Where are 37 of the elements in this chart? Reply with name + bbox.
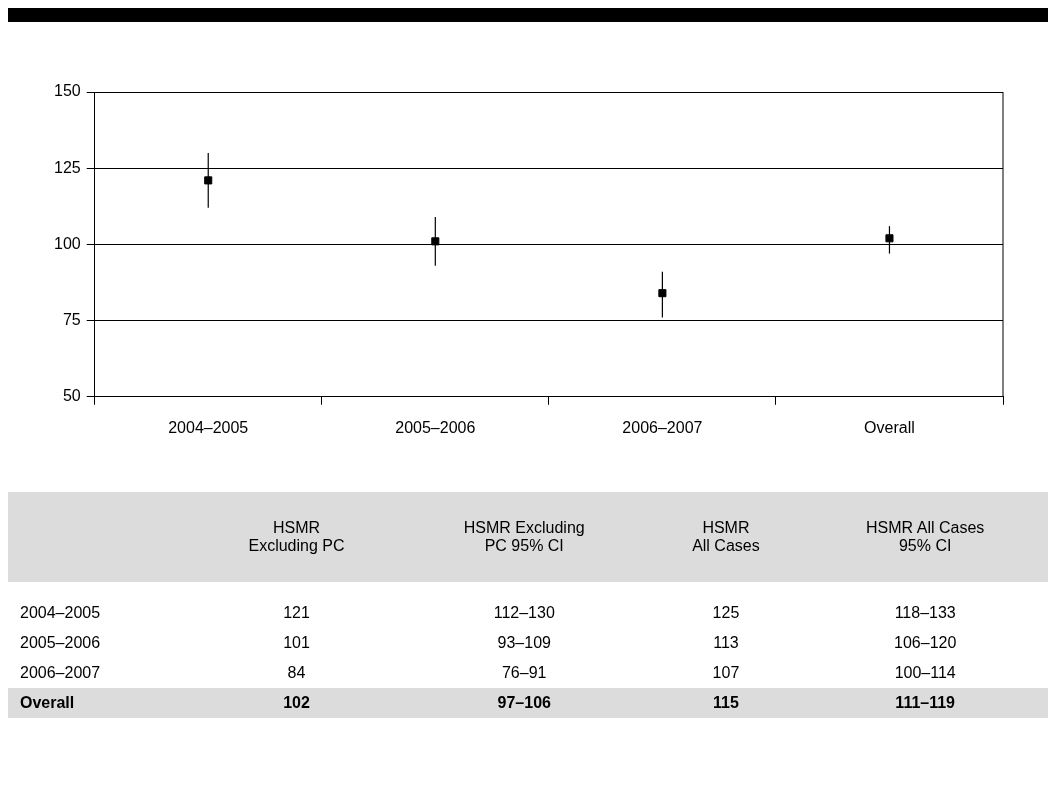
- text: 106–120: [894, 634, 957, 651]
- text: 100–114: [894, 664, 956, 681]
- y-tick-label: 125: [53, 158, 81, 176]
- category-label: 2004–2005: [20, 604, 101, 621]
- point: [204, 176, 213, 185]
- category-label: 2006–2007: [20, 664, 101, 681]
- category-label: Overall: [20, 694, 75, 711]
- x-tick-label: 2005–2006: [395, 418, 476, 436]
- text: 84: [287, 664, 306, 681]
- x-tick-label: Overall: [864, 418, 915, 436]
- text: 118–133: [894, 604, 956, 621]
- category-label: HSMR All Cases: [691, 518, 761, 556]
- y-tick-label: 50: [62, 387, 81, 405]
- text: 112–130: [493, 604, 555, 621]
- category-label: 2005–2006: [20, 634, 101, 651]
- x-tick-label: 2006–2007: [622, 418, 703, 436]
- text: 102: [283, 694, 310, 711]
- category-label: HSMR Excluding PC: [247, 518, 346, 556]
- text: 97–106: [497, 694, 551, 711]
- text: 93–109: [497, 634, 551, 651]
- point: [658, 289, 667, 298]
- category-label: HSMR Excluding PC 95% CI: [462, 518, 586, 556]
- text: 125: [712, 604, 740, 621]
- point: [431, 237, 440, 246]
- text: 101: [283, 634, 310, 651]
- text: 113: [713, 634, 739, 651]
- category-label: HSMR All Cases 95% CI: [865, 518, 986, 556]
- text: 76–91: [501, 664, 547, 681]
- text: 121: [283, 604, 310, 621]
- y-tick-label: 150: [53, 82, 81, 100]
- y-tick-label: 100: [53, 234, 81, 252]
- y-tick-label: 75: [62, 311, 81, 329]
- point: [885, 234, 894, 243]
- x-tick-label: 2004–2005: [168, 418, 249, 436]
- text: 115: [713, 694, 739, 711]
- text: 111–119: [895, 694, 955, 711]
- text: 107: [712, 664, 740, 681]
